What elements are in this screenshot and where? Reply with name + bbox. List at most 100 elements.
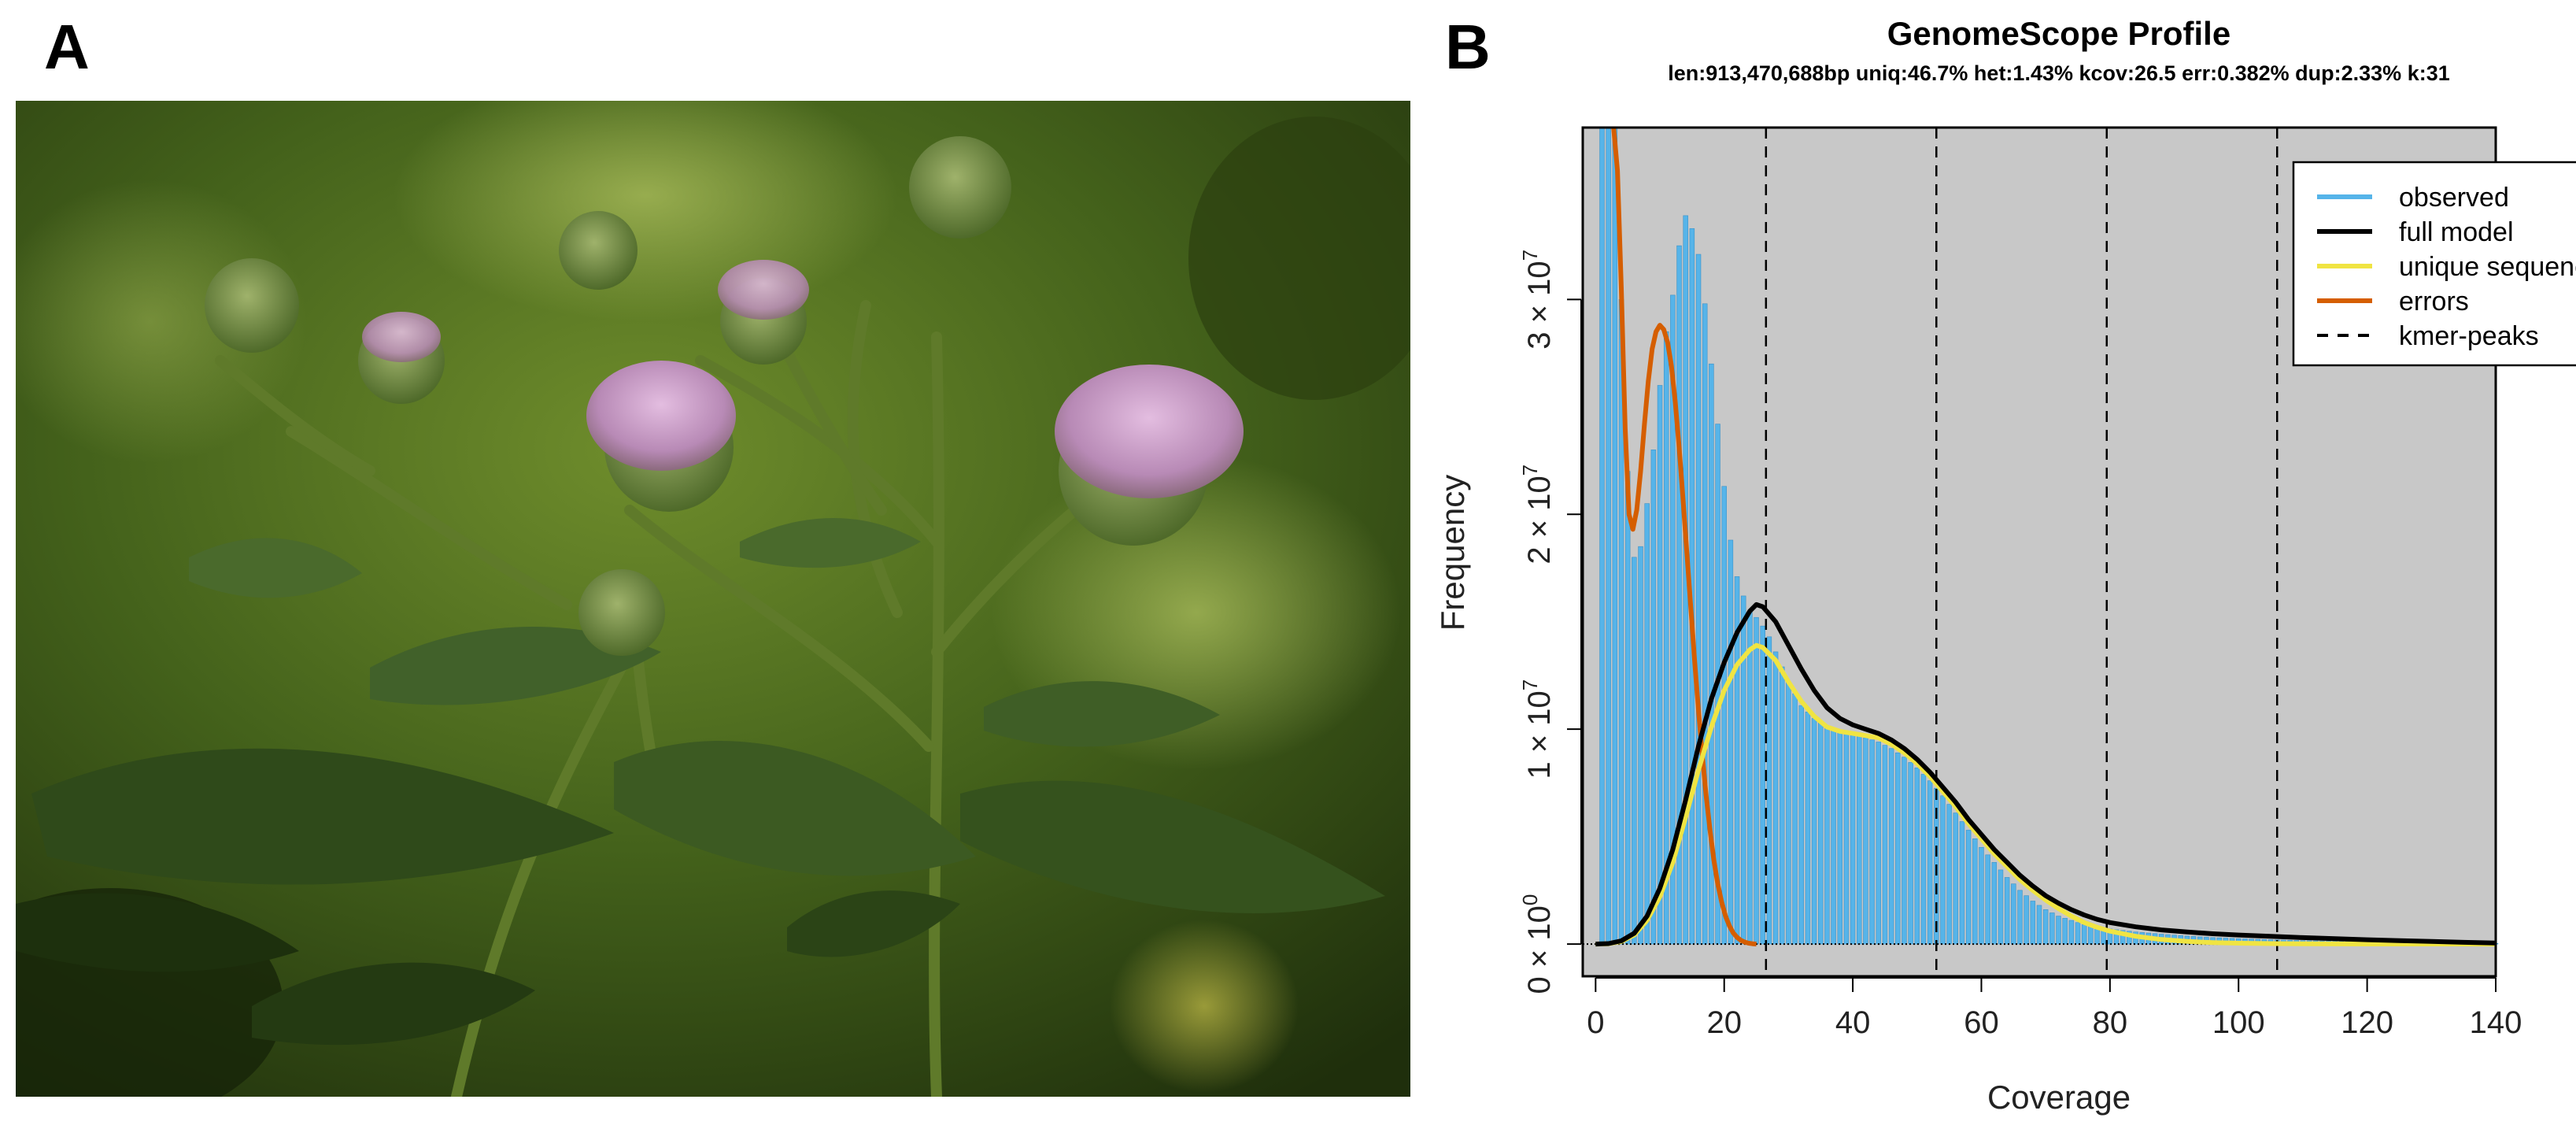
- observed-bar: [2036, 905, 2042, 945]
- observed-bar: [1831, 728, 1836, 945]
- observed-bar: [2030, 901, 2036, 945]
- observed-bar: [2023, 895, 2029, 945]
- y-tick-label: 1 × 107: [1518, 679, 1557, 779]
- y-axis-label: Frequency: [1434, 475, 1471, 631]
- chart-title: GenomeScope Profile: [1887, 15, 2230, 52]
- observed-bar: [1638, 546, 1643, 945]
- observed-bar: [1702, 303, 1708, 945]
- observed-bar: [2088, 925, 2094, 945]
- observed-bar: [1798, 705, 1804, 945]
- observed-bar: [1882, 745, 1888, 945]
- observed-bar: [1940, 795, 1946, 945]
- observed-bar: [2062, 918, 2068, 945]
- observed-bar: [1998, 869, 2004, 945]
- legend-label: kmer-peaks: [2399, 321, 2539, 351]
- observed-bar: [1766, 636, 1772, 945]
- observed-bar: [1740, 595, 1746, 945]
- observed-bar: [1632, 557, 1637, 945]
- observed-bar: [2042, 909, 2049, 945]
- observed-bar: [1663, 331, 1669, 945]
- model-curves: [1595, 127, 2497, 947]
- observed-bar: [1863, 737, 1868, 945]
- legend-label: unique sequence: [2399, 252, 2576, 282]
- observed-bar: [2049, 912, 2055, 945]
- observed-bar: [1876, 742, 1882, 945]
- observed-bar: [1914, 767, 1920, 945]
- observed-bar: [2068, 920, 2075, 945]
- x-tick-label: 40: [1835, 1005, 1871, 1040]
- x-tick-label: 80: [2093, 1005, 2128, 1040]
- observed-bar: [2017, 890, 2023, 945]
- observed-bar: [1902, 757, 1907, 945]
- unique-sequence-curve: [1595, 642, 2497, 947]
- observed-bar: [1650, 450, 1657, 945]
- observed-bar: [1927, 780, 1933, 945]
- panel-label-a: A: [44, 12, 90, 82]
- x-axis: 0 20 40 60 80 100 120 140: [1587, 977, 2522, 1040]
- observed-bar: [1728, 539, 1734, 945]
- observed-bar: [1811, 718, 1817, 945]
- chart-subtitle: len:913,470,688bp uniq:46.7% het:1.43% k…: [1668, 61, 2449, 85]
- observed-bar: [1644, 503, 1650, 945]
- observed-bar: [1850, 733, 1856, 945]
- x-tick-label: 20: [1706, 1005, 1742, 1040]
- y-tick-label: 0 × 100: [1518, 894, 1557, 994]
- observed-bar: [1946, 804, 1952, 945]
- observed-bar: [1888, 748, 1894, 945]
- observed-bar: [1760, 625, 1765, 945]
- observed-bar: [2081, 924, 2087, 945]
- observed-bar: [1599, 127, 1605, 945]
- observed-bar: [2056, 916, 2061, 945]
- legend-label: full model: [2399, 217, 2514, 247]
- observed-bar: [1676, 245, 1682, 945]
- plot-frame: [1581, 126, 2497, 978]
- observed-bar: [1908, 762, 1913, 945]
- observed-bar: [1985, 854, 1990, 945]
- panel-label-b: B: [1445, 12, 1491, 82]
- x-tick-label: 60: [1964, 1005, 1999, 1040]
- errors-curve: [1611, 127, 1757, 947]
- observed-bar: [1695, 254, 1702, 945]
- observed-bar: [1895, 752, 1901, 945]
- observed-bar: [1792, 693, 1798, 945]
- observed-bar: [1959, 821, 1965, 945]
- observed-bar: [1606, 127, 1611, 945]
- thistle-plant-photo: [16, 101, 1410, 1097]
- observed-bar: [1805, 712, 1811, 945]
- x-axis-label: Coverage: [1987, 1079, 2131, 1116]
- observed-bar: [1818, 722, 1824, 945]
- observed-bar: [1953, 813, 1959, 945]
- x-tick-label: 120: [2341, 1005, 2393, 1040]
- observed-bar: [1972, 838, 1978, 945]
- observed-bar: [1869, 739, 1875, 945]
- observed-bar: [2004, 877, 2010, 945]
- legend-label: observed: [2399, 183, 2509, 213]
- observed-bar: [1747, 610, 1753, 945]
- observed-bar: [1991, 862, 1998, 945]
- x-tick-label: 100: [2212, 1005, 2265, 1040]
- observed-bar: [1786, 681, 1791, 945]
- photo-illustration: [16, 101, 1410, 1097]
- kmer-peak-lines: [1765, 128, 2278, 976]
- full-model-curve: [1595, 602, 2497, 947]
- observed-bars: [1599, 127, 2499, 945]
- x-tick-label: 0: [1587, 1005, 1604, 1040]
- observed-bar: [1920, 774, 1927, 945]
- observed-bar: [1709, 363, 1714, 945]
- observed-bar: [1837, 731, 1843, 945]
- observed-bar: [1843, 731, 1850, 945]
- observed-bar: [1772, 651, 1779, 945]
- observed-bar: [1612, 127, 1618, 945]
- x-tick-label: 140: [2470, 1005, 2522, 1040]
- observed-bar: [1857, 735, 1862, 945]
- observed-bar: [1754, 616, 1759, 945]
- legend-label: errors: [2399, 287, 2469, 316]
- observed-bar: [1824, 727, 1830, 945]
- observed-bar: [2113, 929, 2120, 945]
- chart-canvas: GenomeScope Profile len:913,470,688bp un…: [1434, 15, 2576, 1116]
- genomescope-chart: GenomeScope Profile len:913,470,688bp un…: [1409, 0, 2576, 1129]
- y-axis: 0 × 100 1 × 107 2 × 107 3 × 107: [1518, 250, 1582, 994]
- y-tick-label: 3 × 107: [1518, 250, 1557, 350]
- y-tick-label: 2 × 107: [1518, 465, 1557, 564]
- observed-bar: [1670, 294, 1676, 945]
